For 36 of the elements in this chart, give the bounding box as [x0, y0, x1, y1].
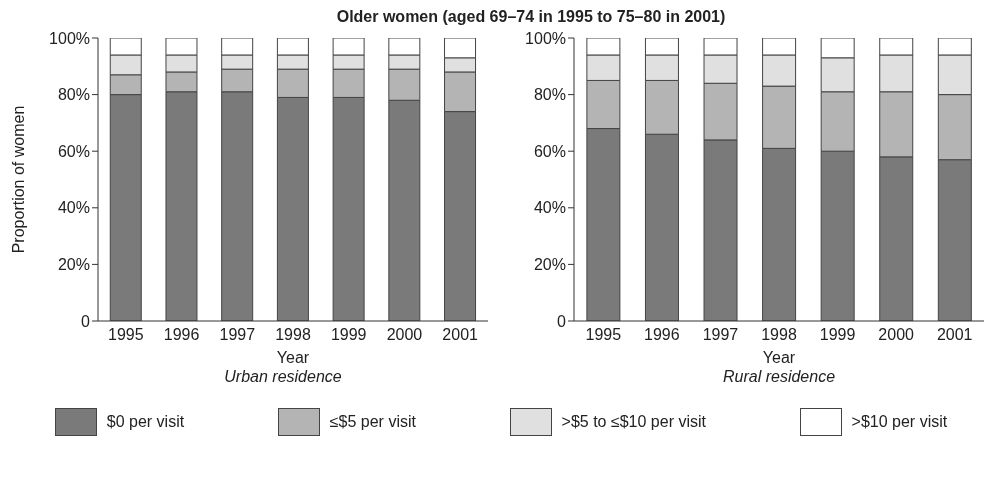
- y-tick-label: 0: [81, 312, 91, 330]
- legend-label: ≤$5 per visit: [329, 413, 416, 431]
- y-tick-label: 0: [557, 312, 567, 330]
- x-tick-label: 1996: [163, 326, 200, 344]
- x-tick-label: 1995: [108, 326, 144, 344]
- y-tick-label: 20%: [533, 256, 566, 274]
- y-tick-label: 40%: [57, 199, 90, 217]
- x-tick-label: 1999: [330, 326, 367, 344]
- x-tick-label: 1995: [585, 326, 622, 344]
- y-tick-label: 60%: [57, 142, 90, 160]
- y-tick-label: 80%: [533, 86, 566, 104]
- y-tick-label: 40%: [533, 199, 566, 217]
- x-tick-label: 1997: [219, 326, 256, 344]
- text: Rural residence: [722, 368, 836, 386]
- x-tick-label: 2000: [386, 326, 423, 344]
- x-axis-title: Year: [276, 349, 310, 366]
- x-tick-label: 2001: [936, 326, 973, 344]
- x-tick-label: 1997: [702, 326, 739, 344]
- legend-label: $0 per visit: [106, 413, 185, 431]
- x-tick-label: 2001: [442, 326, 479, 344]
- x-tick-label: 2000: [878, 326, 915, 344]
- y-tick-label: 100%: [49, 29, 90, 47]
- y-tick-label: 20%: [57, 256, 90, 274]
- text: Older women (aged 69–74 in 1995 to 75–80 in 2001): [335, 8, 727, 26]
- y-tick-label: 100%: [525, 29, 566, 47]
- y-tick-label: 60%: [533, 142, 566, 160]
- legend-label: >$5 to ≤$10 per visit: [561, 413, 706, 431]
- legend-label: >$10 per visit: [851, 413, 948, 431]
- x-tick-label: 1999: [819, 326, 856, 344]
- x-tick-label: 1998: [761, 326, 797, 344]
- x-axis-title: Year: [762, 349, 796, 366]
- x-tick-label: 1996: [644, 326, 680, 344]
- y-axis-title: Proportion of women: [9, 105, 27, 254]
- text: Urban residence: [224, 368, 342, 386]
- x-tick-label: 1998: [275, 326, 311, 344]
- y-tick-label: 80%: [57, 86, 90, 104]
